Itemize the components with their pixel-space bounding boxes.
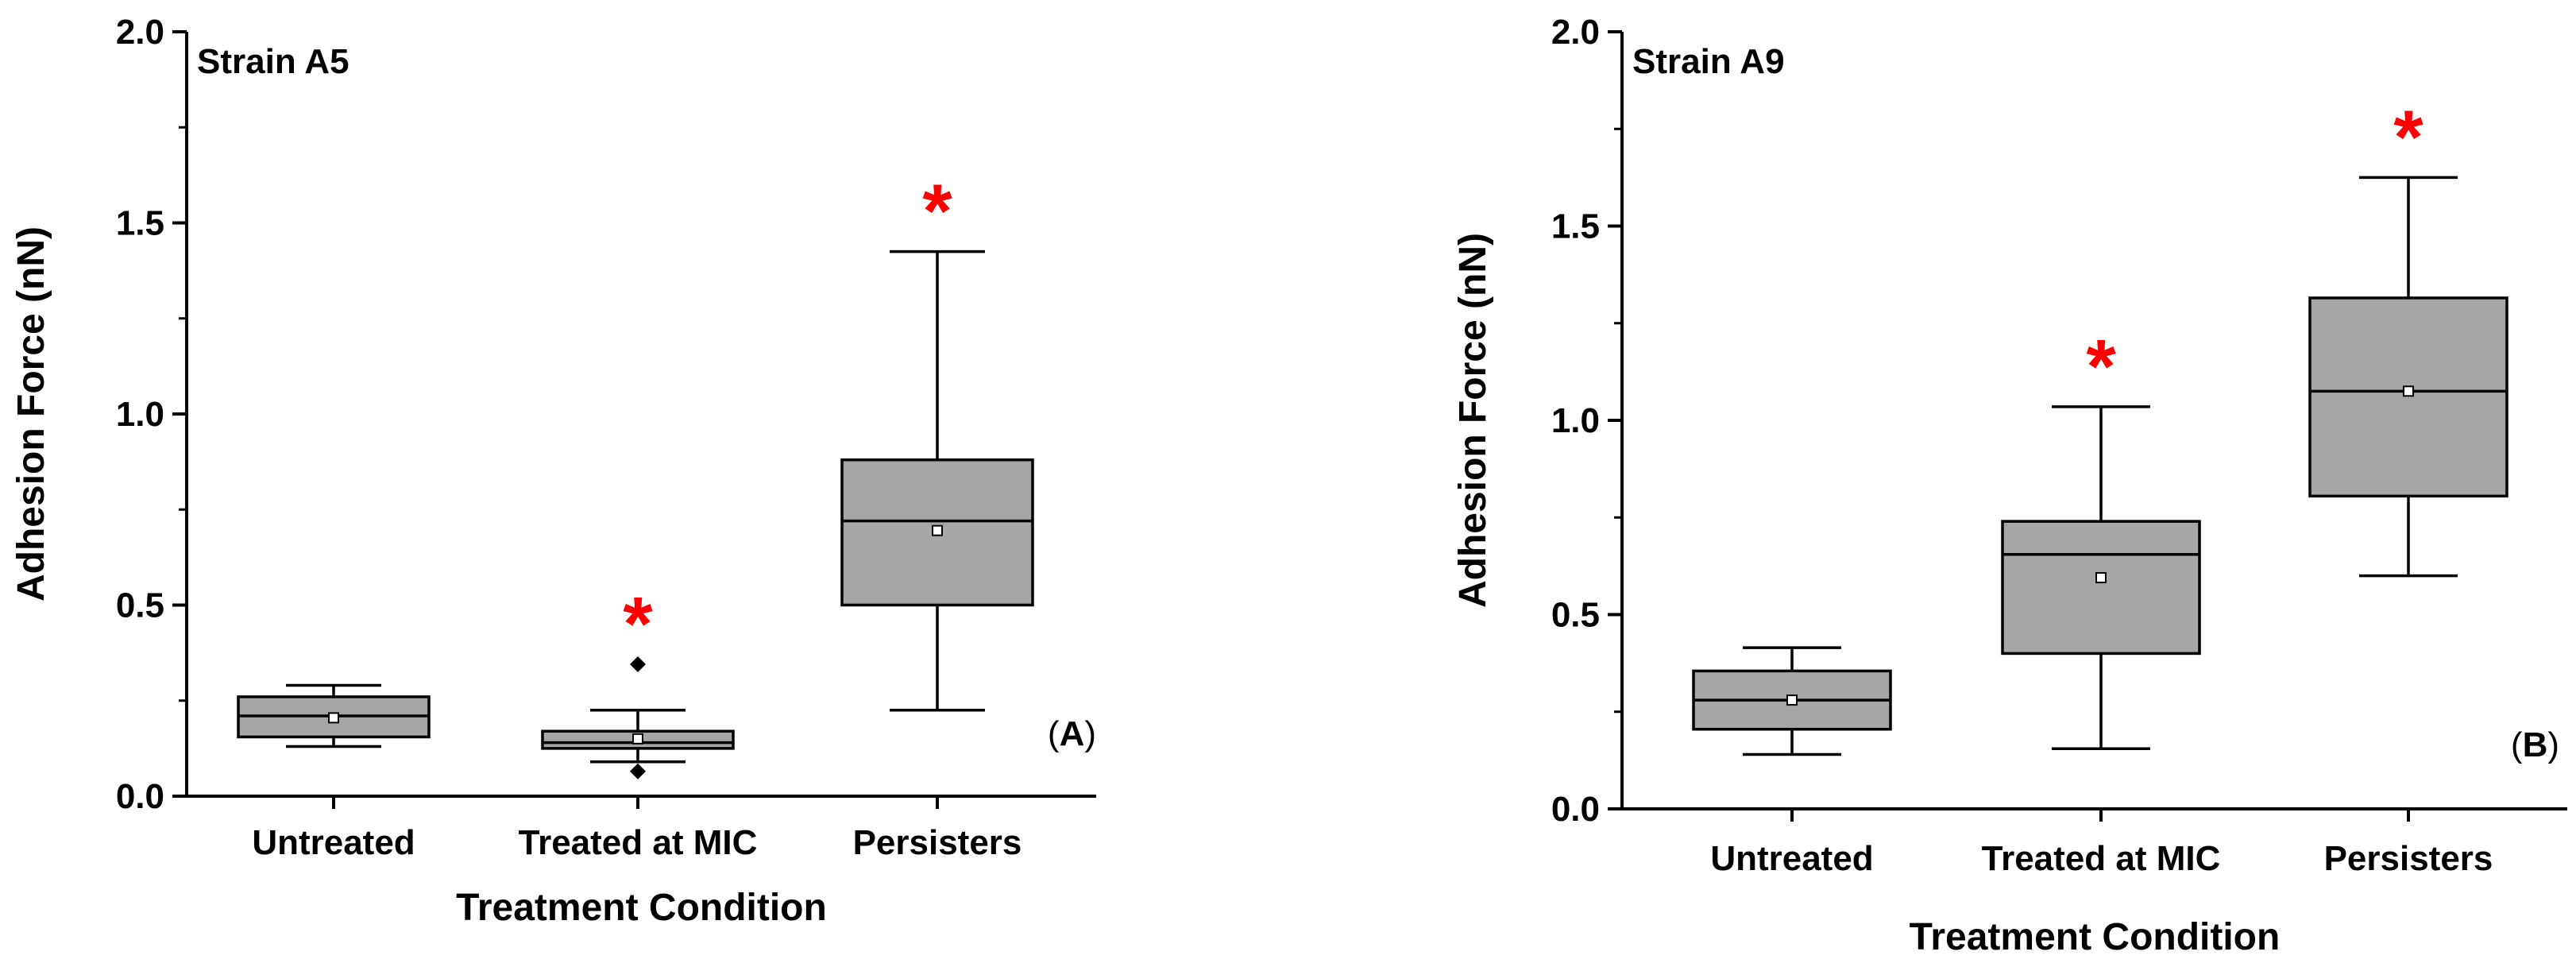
box-1: * bbox=[2001, 324, 2201, 750]
mean-marker bbox=[932, 524, 943, 536]
y-tick-label: 0.0 bbox=[116, 777, 164, 816]
strain-label: Strain A5 bbox=[197, 42, 350, 81]
x-tick-label: Persisters bbox=[2324, 839, 2493, 878]
mean-marker bbox=[328, 712, 339, 724]
y-axis-title: Adhesion Force (nN) bbox=[1452, 233, 1494, 608]
y-axis-title: Adhesion Force (nN) bbox=[10, 226, 52, 601]
y-tick-label: 1.0 bbox=[116, 395, 164, 434]
y-tick-label: 2.0 bbox=[1551, 13, 1600, 52]
y-tick-label: 0.5 bbox=[116, 586, 164, 625]
y-tick-label: 0.0 bbox=[1551, 790, 1600, 829]
x-axis-title: Treatment Condition bbox=[456, 887, 827, 929]
y-tick-label: 2.0 bbox=[116, 13, 164, 52]
strain-label: Strain A9 bbox=[1632, 42, 1785, 81]
outlier-point bbox=[630, 763, 646, 779]
y-tick-label: 1.5 bbox=[116, 204, 164, 243]
mean-marker bbox=[1786, 694, 1798, 706]
significance-asterisk: * bbox=[623, 582, 653, 667]
mean-marker bbox=[2403, 385, 2414, 397]
box-0 bbox=[1692, 646, 1892, 756]
chart-panel-a: 0.0 0.5 1.0 1.5 2.0 Untreated Treated at MIC Pe… bbox=[10, 13, 1096, 929]
y-tick-label: 0.5 bbox=[1551, 596, 1600, 635]
x-tick-label: Treated at MIC bbox=[1982, 839, 2221, 878]
box-iqr bbox=[2001, 520, 2201, 656]
x-tick-label: Treated at MIC bbox=[519, 823, 758, 862]
significance-asterisk: * bbox=[2086, 324, 2116, 409]
significance-asterisk: * bbox=[2393, 95, 2423, 180]
y-tick-label: 1.5 bbox=[1551, 207, 1600, 246]
x-tick-label: Persisters bbox=[853, 823, 1022, 862]
x-axis-title: Treatment Condition bbox=[1910, 916, 2281, 958]
box-2: * bbox=[840, 169, 1034, 712]
panel-tag: (B) bbox=[2511, 725, 2559, 764]
box-0 bbox=[237, 683, 431, 748]
box-1: * bbox=[541, 582, 735, 779]
x-tick-label: Untreated bbox=[252, 823, 415, 862]
box-2: * bbox=[2308, 95, 2508, 578]
significance-asterisk: * bbox=[922, 169, 952, 254]
outlier-point bbox=[630, 656, 646, 673]
box-iqr bbox=[840, 458, 1034, 607]
mean-marker bbox=[2095, 572, 2107, 584]
chart-panel-b: 0.0 0.5 1.0 1.5 2.0 Untreated Treated at MIC Pe… bbox=[1452, 13, 2567, 958]
mean-marker bbox=[632, 733, 643, 745]
x-tick-label: Untreated bbox=[1710, 839, 1873, 878]
panel-tag: (A) bbox=[1048, 714, 1096, 753]
y-tick-label: 1.0 bbox=[1551, 401, 1600, 440]
box-iqr bbox=[2308, 296, 2508, 498]
